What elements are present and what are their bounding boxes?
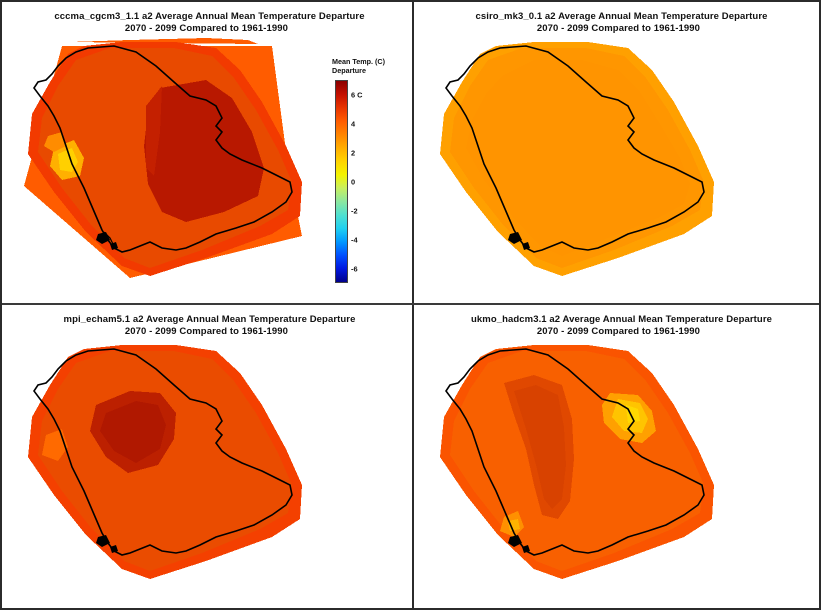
colorbar-gradient bbox=[335, 80, 348, 283]
panel-title-line1: mpi_echam5.1 a2 Average Annual Mean Temp… bbox=[63, 314, 356, 325]
panel-divider-vertical bbox=[412, 2, 414, 608]
colorbar-tick-label: -2 bbox=[351, 206, 358, 215]
island-marker bbox=[96, 535, 118, 553]
colorbar-tick-label: -6 bbox=[351, 264, 358, 273]
panel-title: csiro_mk3_0.1 a2 Average Annual Mean Tem… bbox=[414, 11, 821, 34]
colorbar-title-line2: Departure bbox=[332, 65, 366, 75]
panel-title-line1: cccma_cgcm3_1.1 a2 Average Annual Mean T… bbox=[54, 11, 365, 22]
panel-subtitle: 2070 - 2099 Compared to 1961-1990 bbox=[536, 325, 701, 337]
map-csiro-mk3 bbox=[422, 36, 740, 288]
colorbar-tick-label: -4 bbox=[351, 235, 358, 244]
temperature-raster bbox=[440, 42, 714, 276]
colorbar-title-line1: Mean Temp. (C) bbox=[332, 57, 385, 66]
country-outline bbox=[33, 348, 293, 556]
country-outline bbox=[445, 45, 705, 253]
panel-title: mpi_echam5.1 a2 Average Annual Mean Temp… bbox=[2, 314, 411, 337]
panel-title: cccma_cgcm3_1.1 a2 Average Annual Mean T… bbox=[2, 11, 411, 34]
panel-ukmo-hadcm3: ukmo_hadcm3.1 a2 Average Annual Mean Tem… bbox=[414, 305, 821, 606]
panel-divider-horizontal bbox=[2, 303, 819, 305]
map-mpi-echam5 bbox=[10, 339, 328, 591]
panel-csiro-mk3: csiro_mk3_0.1 a2 Average Annual Mean Tem… bbox=[414, 2, 821, 303]
map-ukmo-hadcm3 bbox=[422, 339, 740, 591]
colorbar-tick-label: 4 bbox=[351, 119, 356, 128]
temperature-raster bbox=[28, 345, 302, 579]
panel-title: ukmo_hadcm3.1 a2 Average Annual Mean Tem… bbox=[414, 314, 821, 337]
map-cccma-cgcm3 bbox=[10, 36, 328, 288]
colorbar-tick-label: 6 C bbox=[351, 90, 363, 99]
colorbar-title: Mean Temp. (C) Departure bbox=[332, 57, 394, 75]
colorbar-tick-label: 2 bbox=[351, 148, 356, 157]
island-marker bbox=[96, 232, 118, 250]
colorbar-ticks: 6 C 4 2 0 -2 -4 -6 bbox=[351, 80, 391, 283]
temperature-raster bbox=[24, 38, 302, 278]
panel-subtitle: 2070 - 2099 Compared to 1961-1990 bbox=[124, 325, 289, 337]
panel-title-line1: csiro_mk3_0.1 a2 Average Annual Mean Tem… bbox=[475, 11, 768, 22]
panel-title-line1: ukmo_hadcm3.1 a2 Average Annual Mean Tem… bbox=[471, 314, 772, 325]
country-outline bbox=[445, 348, 705, 556]
island-marker bbox=[508, 232, 530, 250]
panel-subtitle: 2070 - 2099 Compared to 1961-1990 bbox=[536, 22, 701, 34]
panel-cccma-cgcm3: cccma_cgcm3_1.1 a2 Average Annual Mean T… bbox=[2, 2, 411, 303]
colorbar-tick-label: 0 bbox=[351, 177, 356, 186]
panel-mpi-echam5: mpi_echam5.1 a2 Average Annual Mean Temp… bbox=[2, 305, 411, 606]
panel-subtitle: 2070 - 2099 Compared to 1961-1990 bbox=[124, 22, 289, 34]
temperature-raster bbox=[440, 345, 714, 579]
island-marker bbox=[508, 535, 530, 553]
